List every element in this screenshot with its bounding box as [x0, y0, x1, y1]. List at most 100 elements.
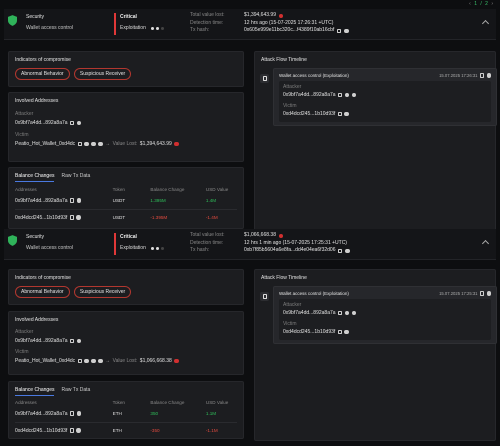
balance-panel: Balance Changes Raw Tx Data Addresses To…: [8, 381, 244, 439]
col-token: Token: [112, 399, 125, 405]
tab-balance-changes[interactable]: Balance Changes: [15, 173, 55, 182]
attacker-label: Attacker: [15, 329, 34, 335]
copy-icon[interactable]: [338, 310, 343, 316]
category-subtitle: Wallet access control: [26, 245, 74, 251]
chain-icon[interactable]: [84, 358, 89, 364]
external-link-icon[interactable]: [351, 92, 357, 98]
victim-label: Victim: [15, 132, 29, 138]
row-address-cell: 0xd4dcd245...1b10d93f: [15, 428, 113, 434]
row-token: USDT: [112, 208, 151, 226]
copy-icon[interactable]: [337, 111, 342, 117]
tab-raw-tx-data[interactable]: Raw Tx Data: [61, 173, 91, 179]
copy-icon[interactable]: [480, 73, 484, 78]
chain-icon[interactable]: [84, 141, 89, 147]
external-link-icon[interactable]: [98, 358, 103, 364]
detection-time: 12 hrs ago (15-07-2025 17:26:31 +UTC): [244, 19, 334, 26]
chain-icon[interactable]: [344, 111, 349, 117]
value-lost: $1,394,643.99: [139, 141, 172, 147]
balance-panel: Balance Changes Raw Tx Data Addresses To…: [8, 167, 244, 229]
external-link-icon[interactable]: [351, 310, 357, 316]
wallet-icon[interactable]: [91, 358, 96, 364]
copy-icon[interactable]: [337, 329, 342, 335]
row-address[interactable]: 0xd4dcd245...1b10d93f: [15, 427, 68, 434]
shield-icon: [8, 15, 17, 26]
event-details: Attacker 0x9bf7a4dd...892a8a7a Victim 0x…: [279, 81, 491, 122]
chain-icon[interactable]: [344, 329, 349, 335]
tl-victim[interactable]: 0xd4dcd245...1b10d93f: [283, 329, 336, 335]
copy-icon[interactable]: [69, 215, 74, 220]
row-address-cell: 0x9bf7a4dd...892a8a7a: [15, 198, 113, 204]
event-details: Attacker 0x9bf7a4dd...892a8a7a Victim 0x…: [279, 299, 491, 340]
row-address[interactable]: 0x9bf7a4dd...892a8a7a: [15, 197, 68, 204]
copy-icon[interactable]: [77, 358, 82, 364]
copy-icon[interactable]: [77, 141, 82, 147]
copy-icon[interactable]: [70, 411, 75, 416]
chain-icon[interactable]: [345, 248, 350, 253]
copy-icon[interactable]: [69, 428, 74, 433]
event-time: 15.07.2025 17:25:31: [439, 291, 478, 296]
tl-attacker[interactable]: 0x9bf7a4dd...892a8a7a: [283, 92, 336, 98]
col-usd-value: USD Value: [205, 186, 229, 192]
category-subtitle: Wallet access control: [26, 25, 74, 31]
row-usd-value: 1.4M: [205, 198, 217, 203]
row-address[interactable]: 0xd4dcd245...1b10d93f: [15, 214, 68, 221]
chevron-up-icon[interactable]: [481, 239, 490, 248]
indicators-title: Indicators of compromise: [15, 275, 71, 281]
event-title: Wallet access control (Exploitation): [279, 73, 349, 78]
chain-icon[interactable]: [76, 428, 81, 433]
event-time-row: 15.07.2025 17:26:31: [439, 73, 491, 78]
attacker-address[interactable]: 0x9bf7a4dd...892a8a7a: [15, 338, 68, 344]
chain-icon[interactable]: [76, 120, 82, 126]
copy-icon[interactable]: [480, 291, 484, 296]
detection-time-label: Detection time:: [190, 239, 224, 246]
victim-address[interactable]: Peatio_Hot_Wallet_0xd4dc: [15, 358, 76, 364]
indicator-tag: Suspicious Receiver: [73, 286, 132, 298]
chain-icon[interactable]: [76, 198, 82, 203]
tab-balance-changes[interactable]: Balance Changes: [15, 387, 55, 396]
timeline-panel: Attack Flow Timeline Wallet access contr…: [254, 269, 497, 441]
incident-header[interactable]: Security Wallet access control Critical …: [4, 9, 496, 40]
wallet-icon[interactable]: [91, 141, 96, 147]
tab-raw-tx-data[interactable]: Raw Tx Data: [61, 387, 91, 393]
copy-icon[interactable]: [70, 120, 75, 126]
pager-prev-icon[interactable]: ‹: [469, 1, 472, 7]
timeline-event[interactable]: Wallet access control (Exploitation) 15.…: [273, 68, 497, 126]
chain-icon[interactable]: [76, 411, 82, 416]
external-link-icon[interactable]: [98, 141, 103, 147]
row-address[interactable]: 0x9bf7a4dd...892a8a7a: [15, 410, 68, 417]
tl-attacker-label: Attacker: [283, 84, 302, 90]
chain-icon[interactable]: [486, 291, 491, 296]
chain-icon[interactable]: [76, 215, 81, 220]
indicator-tag: Abnormal Behavior: [15, 286, 70, 298]
row-balance-change: -350: [150, 421, 206, 439]
copy-icon[interactable]: [338, 248, 343, 253]
attacker-address[interactable]: 0x9bf7a4dd...892a8a7a: [15, 120, 68, 126]
copy-icon[interactable]: [70, 198, 75, 203]
tl-attacker-row: 0x9bf7a4dd...892a8a7a: [283, 92, 487, 98]
tl-attacker[interactable]: 0x9bf7a4dd...892a8a7a: [283, 310, 336, 316]
tl-victim[interactable]: 0xd4dcd245...1b10d93f: [283, 111, 336, 117]
pager-next-icon[interactable]: ›: [491, 1, 494, 7]
incident-header[interactable]: Security Wallet access control Critical …: [4, 229, 496, 260]
total-value-lost: $1,066,668.38: [244, 232, 276, 238]
row-balance-change: 350: [150, 411, 159, 416]
table-row: 0xd4dcd245...1b10d93f USDT -1.395M -1.4M: [15, 208, 237, 226]
copy-icon[interactable]: [338, 92, 343, 98]
indicators-panel: Indicators of compromise Abnormal Behavi…: [8, 51, 244, 87]
event-title: Wallet access control (Exploitation): [279, 291, 349, 296]
tx-hash-label: Tx hash:: [190, 27, 210, 33]
chain-icon[interactable]: [344, 92, 350, 98]
copy-icon[interactable]: [70, 338, 75, 344]
chevron-up-icon[interactable]: [481, 19, 490, 28]
copy-icon[interactable]: [337, 28, 342, 33]
chain-icon[interactable]: [486, 73, 491, 78]
chain-icon[interactable]: [344, 28, 349, 33]
chain-icon[interactable]: [76, 338, 82, 344]
chain-icon[interactable]: [344, 310, 350, 316]
victim-address[interactable]: Peatio_Hot_Wallet_0xd4dc: [15, 141, 76, 147]
arrow-right-icon: →: [105, 358, 111, 364]
pagination[interactable]: ‹ 1 / 2 ›: [469, 1, 494, 7]
attacker-row: 0x9bf7a4dd...892a8a7a: [15, 120, 237, 126]
tl-victim-row: 0xd4dcd245...1b10d93f: [283, 111, 487, 117]
timeline-event[interactable]: Wallet access control (Exploitation) 15.…: [273, 286, 497, 344]
